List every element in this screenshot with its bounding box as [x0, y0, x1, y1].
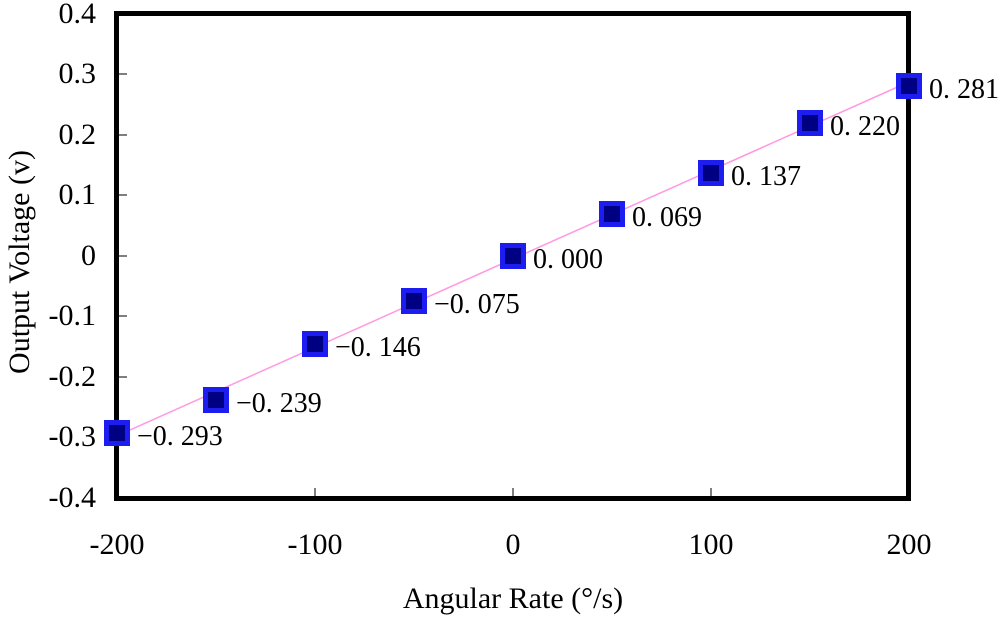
data-point-marker [599, 200, 625, 227]
data-point-label: −0. 146 [335, 332, 421, 364]
data-point-label: 0. 069 [632, 201, 702, 233]
data-point-marker [203, 387, 229, 414]
data-point-label: 0. 220 [830, 110, 900, 142]
y-tick-label: -0.1 [48, 299, 97, 333]
y-tick [119, 73, 127, 76]
y-tick-label: 0.4 [58, 0, 97, 30]
y-axis-title: Output Voltage (v) [3, 150, 36, 374]
data-point-marker [896, 72, 922, 99]
x-tick-label: -200 [89, 528, 145, 561]
y-tick-label: -0.4 [48, 481, 97, 514]
data-point-label: 0. 281 [929, 73, 999, 105]
x-tick [512, 487, 514, 496]
data-point-marker [698, 159, 724, 186]
x-axis-title: Angular Rate (°/s) [402, 582, 624, 615]
y-tick [119, 375, 127, 378]
data-point-marker [797, 109, 823, 136]
y-tick [119, 254, 127, 257]
x-tick-label: 200 [886, 528, 932, 561]
x-tick-label: 100 [688, 528, 734, 561]
x-tick [314, 487, 316, 496]
x-tick-label: -100 [287, 528, 343, 561]
data-point-label: −0. 293 [137, 421, 223, 453]
data-point-label: 0. 000 [533, 243, 603, 275]
y-tick-label: 0 [81, 238, 96, 272]
y-tick-label: 0.2 [58, 117, 97, 151]
y-tick-label: -0.2 [48, 359, 97, 393]
y-tick-label: -0.3 [48, 420, 97, 454]
data-point-marker [500, 242, 526, 269]
x-tick [710, 487, 712, 496]
data-point-marker [302, 331, 328, 358]
data-point-label: 0. 137 [731, 160, 801, 192]
data-point-label: −0. 239 [236, 388, 322, 420]
data-point-marker [104, 420, 130, 447]
x-tick-label: 0 [505, 528, 521, 561]
data-point-marker [401, 288, 427, 315]
plot-frame [114, 11, 911, 501]
data-point-label: −0. 075 [434, 289, 520, 321]
y-tick [119, 133, 127, 136]
y-tick [119, 194, 127, 197]
y-tick-label: 0.3 [58, 57, 97, 91]
y-tick-label: 0.1 [58, 178, 97, 212]
y-tick [119, 315, 127, 318]
